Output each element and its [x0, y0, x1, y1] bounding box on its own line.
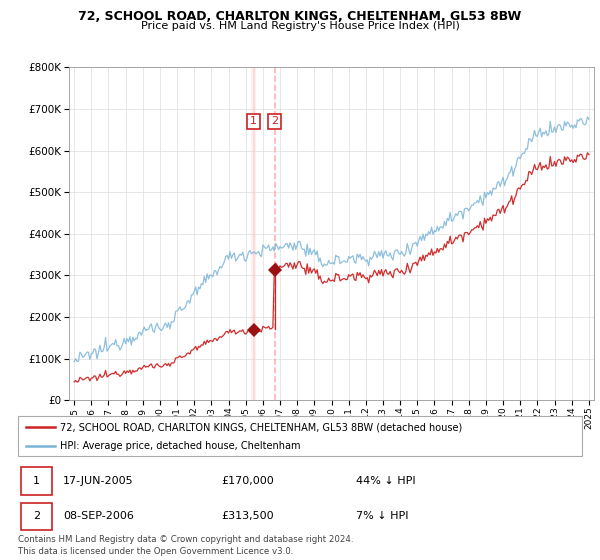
FancyBboxPatch shape: [18, 416, 582, 456]
Text: 2: 2: [33, 511, 40, 521]
Text: 72, SCHOOL ROAD, CHARLTON KINGS, CHELTENHAM, GL53 8BW (detached house): 72, SCHOOL ROAD, CHARLTON KINGS, CHELTEN…: [60, 422, 463, 432]
Text: Price paid vs. HM Land Registry's House Price Index (HPI): Price paid vs. HM Land Registry's House …: [140, 21, 460, 31]
Text: 2: 2: [271, 116, 278, 127]
Text: £170,000: £170,000: [221, 476, 274, 486]
Text: 1: 1: [33, 476, 40, 486]
Text: Contains HM Land Registry data © Crown copyright and database right 2024.
This d: Contains HM Land Registry data © Crown c…: [18, 535, 353, 556]
Text: HPI: Average price, detached house, Cheltenham: HPI: Average price, detached house, Chel…: [60, 441, 301, 451]
Bar: [251, 67, 256, 400]
FancyBboxPatch shape: [21, 503, 52, 530]
Text: 17-JUN-2005: 17-JUN-2005: [63, 476, 134, 486]
Text: 44% ↓ HPI: 44% ↓ HPI: [356, 476, 416, 486]
Text: 7% ↓ HPI: 7% ↓ HPI: [356, 511, 409, 521]
Text: 1: 1: [250, 116, 257, 127]
Text: £313,500: £313,500: [221, 511, 274, 521]
FancyBboxPatch shape: [21, 468, 52, 494]
Text: 72, SCHOOL ROAD, CHARLTON KINGS, CHELTENHAM, GL53 8BW: 72, SCHOOL ROAD, CHARLTON KINGS, CHELTEN…: [79, 10, 521, 23]
Text: 08-SEP-2006: 08-SEP-2006: [63, 511, 134, 521]
